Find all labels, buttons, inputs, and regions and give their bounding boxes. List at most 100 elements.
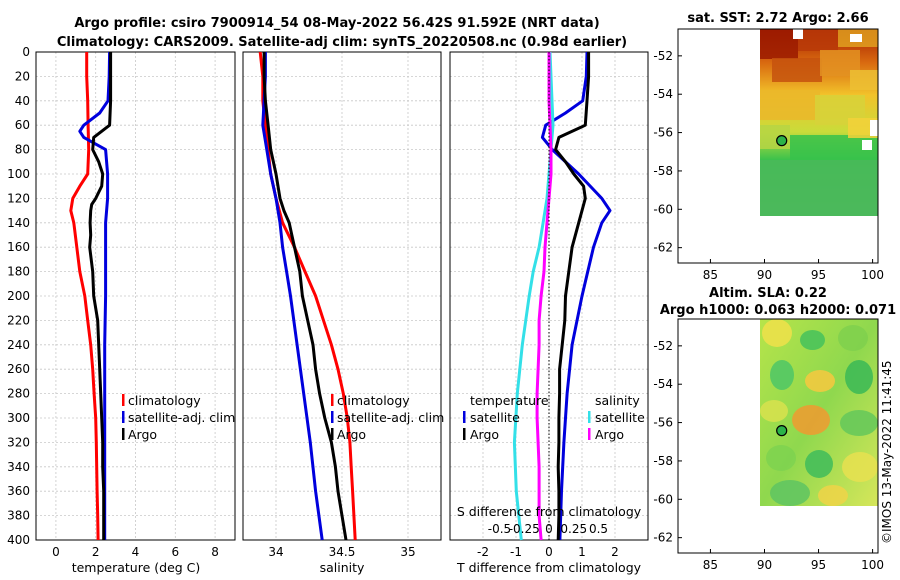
- depth-axis: 0 20 40 60 80 100 120 140 160 180 200 220 240 260 280 3…: [7, 45, 30, 547]
- legend-label-s-satellite: satellite: [595, 410, 645, 425]
- map-y-tick-label: -56: [653, 126, 673, 140]
- sst-patch: [850, 70, 878, 90]
- sla-patch: [842, 452, 878, 482]
- x-tick-label: 35: [400, 545, 415, 559]
- depth-tick-label: 360: [7, 484, 30, 498]
- series-line-t-argo: [554, 52, 591, 541]
- sla-patch: [845, 360, 873, 394]
- x-tick-label-salinity: -0.25: [509, 522, 540, 536]
- map-y-tick-label: -52: [653, 49, 673, 63]
- depth-tick-label: 140: [7, 216, 30, 230]
- legend-label-argo: Argo: [337, 427, 366, 442]
- argo-location-marker: [776, 425, 788, 437]
- depth-tick-label: 60: [15, 118, 30, 132]
- map-x-tick-label: 85: [703, 268, 718, 282]
- legend-swatch-t-argo: [463, 428, 466, 440]
- legend-swatch-s-argo: [588, 428, 591, 440]
- depth-tick-label: 180: [7, 265, 30, 279]
- sst-patches: [760, 29, 878, 216]
- x-tick-label: 8: [211, 545, 219, 559]
- legend-swatch-satellite: [122, 411, 125, 423]
- map-y-tick-label: -60: [653, 492, 673, 506]
- legend-swatch-s-satellite: [588, 411, 591, 423]
- sla-patch: [840, 410, 878, 436]
- x-tick-label-salinity: -0.5: [488, 522, 511, 536]
- temperature-plot-frame: [35, 51, 236, 541]
- x-tick-label: -1: [510, 545, 522, 559]
- salinity-xlabel: salinity: [320, 560, 365, 575]
- sst-missing-data: [870, 120, 878, 136]
- x-tick-label: -2: [477, 545, 489, 559]
- sst-missing-data: [850, 34, 862, 42]
- x-tick-label: 2: [92, 545, 100, 559]
- depth-tick-label: 0: [22, 45, 30, 59]
- sla-map-subtitle: Argo h1000: 0.063 h2000: 0.071: [660, 303, 896, 318]
- sla-map-title: Altim. SLA: 0.22: [709, 286, 827, 301]
- difference-salinity-xticks: -0.5-0.25 0 0.25 0.5: [488, 522, 608, 536]
- legend-label-argo: Argo: [128, 427, 157, 442]
- series-line-satellite-adj-clim: [78, 51, 112, 540]
- map-y-tick-label: -62: [653, 531, 673, 545]
- argo-location-marker: [776, 135, 788, 147]
- depth-tick-label: 20: [15, 69, 30, 83]
- x-tick-label: 1: [578, 545, 586, 559]
- series-line-argo: [88, 52, 113, 540]
- sst-map-ticks: 85 90 95 100 -52 -54 -56 -58 -60 -62: [653, 49, 884, 282]
- salinity-series: [258, 51, 357, 541]
- temperature-legend: climatology satellite-adj. clim Argo: [122, 393, 235, 442]
- x-tick-label: 4: [132, 545, 140, 559]
- map-x-tick-label: 95: [811, 558, 826, 572]
- x-tick-label: 6: [171, 545, 179, 559]
- x-tick-label-salinity: 0.5: [589, 522, 608, 536]
- sla-patch: [766, 445, 796, 471]
- sla-patch: [805, 370, 835, 392]
- sla-map-ticks: 85 90 95 100 -52 -54 -56 -58 -60 -62: [653, 339, 884, 572]
- series-line-s-satellite: [512, 51, 555, 541]
- legend-label-s-argo: Argo: [595, 427, 624, 442]
- legend-label-climatology: climatology: [337, 393, 410, 408]
- sst-heatmap: [760, 29, 878, 216]
- sla-patch: [838, 325, 868, 351]
- map-y-tick-label: -54: [653, 87, 673, 101]
- x-tick-label-salinity: 0: [545, 522, 553, 536]
- sst-patch: [760, 90, 820, 120]
- map-y-tick-label: -62: [653, 241, 673, 255]
- figure-title-line1: Argo profile: csiro 7900914_54 08-May-20…: [74, 16, 599, 31]
- sst-missing-data: [793, 29, 803, 39]
- temperature-xticks: 0 2 4 6 8: [52, 545, 219, 559]
- sla-map-frame: [677, 318, 879, 554]
- legend-swatch-climatology: [122, 394, 125, 406]
- temperature-grid: [36, 51, 235, 541]
- legend-swatch-t-satellite: [463, 411, 466, 423]
- sst-map-title: sat. SST: 2.72 Argo: 2.66: [687, 11, 868, 26]
- depth-tick-label: 160: [7, 240, 30, 254]
- depth-tick-label: 320: [7, 435, 30, 449]
- depth-tick-label: 340: [7, 460, 30, 474]
- depth-tick-label: 240: [7, 338, 30, 352]
- sla-patch: [792, 405, 830, 435]
- depth-tick-label: 300: [7, 411, 30, 425]
- imos-timestamp: ©IMOS 13-May-2022 11:41:45: [880, 360, 894, 544]
- difference-top-xlabel: S difference from climatology: [457, 504, 642, 519]
- depth-tick-label: 280: [7, 387, 30, 401]
- sst-patch: [760, 160, 878, 216]
- series-line-climatology: [258, 51, 357, 541]
- legend-label-satellite: satellite-adj. clim: [337, 410, 444, 425]
- salinity-plot-frame: [242, 51, 442, 541]
- series-line-satellite-adj-clim: [261, 52, 324, 541]
- map-y-tick-label: -52: [653, 339, 673, 353]
- legend-swatch-satellite: [331, 411, 334, 423]
- legend-label-satellite: satellite-adj. clim: [128, 410, 235, 425]
- difference-xlabel: T difference from climatology: [456, 560, 642, 575]
- salinity-legend: climatology satellite-adj. clim Argo: [331, 393, 444, 442]
- legend-swatch-argo: [122, 428, 125, 440]
- difference-legend: temperature satellite Argo salinity sate…: [463, 393, 645, 442]
- sla-patch: [805, 450, 833, 478]
- legend-label-climatology: climatology: [128, 393, 201, 408]
- temperature-series: [69, 51, 113, 541]
- sla-patch: [762, 319, 792, 347]
- sst-patch: [772, 58, 822, 82]
- difference-xticks: -2 -1 0 1 2: [477, 545, 619, 559]
- sla-heatmap: [760, 319, 878, 506]
